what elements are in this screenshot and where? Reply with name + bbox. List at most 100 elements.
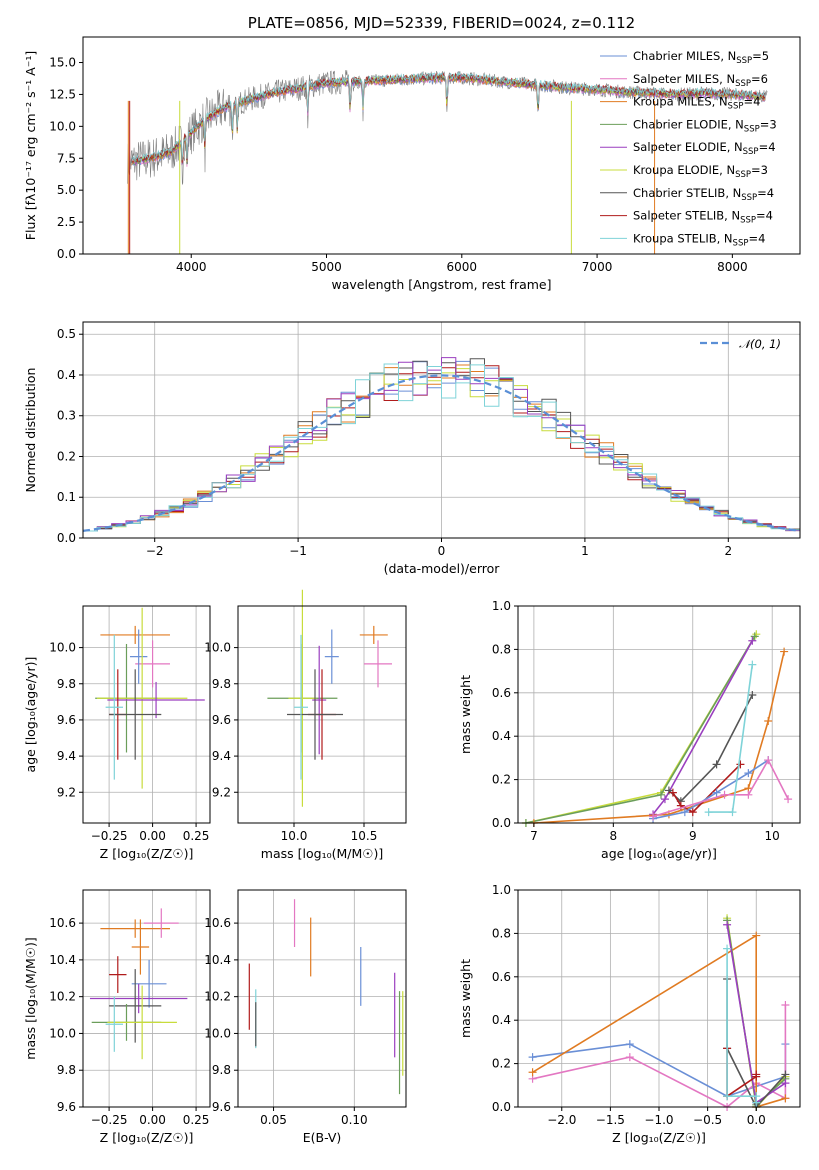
x-tick-label: 0.00 bbox=[139, 1113, 166, 1127]
x-tick-label: −0.25 bbox=[91, 829, 128, 843]
data-point bbox=[143, 908, 179, 938]
series-marker bbox=[781, 1001, 790, 1010]
legend-entry: Kroupa STELIB, NSSP=4 bbox=[633, 231, 765, 248]
y-tick-label: 0.8 bbox=[492, 926, 511, 940]
data-point bbox=[109, 956, 127, 993]
spectra-group bbox=[127, 70, 768, 254]
legend-entry-subscript: SSP bbox=[733, 238, 749, 248]
panel-7: 0.05 0.10 9.6 9.8 10.0 10.2 10.4 10.6 E(B-V) bbox=[204, 889, 407, 1145]
panel-1: 4000 5000 6000 7000 8000 0.0 2.5 5.0 7.5 10.0 12.5… bbox=[23, 14, 801, 292]
x-axis-label: (data-model)/error bbox=[384, 561, 501, 576]
series-marker bbox=[704, 808, 713, 817]
series-marker bbox=[736, 760, 745, 769]
series-marker bbox=[781, 1070, 790, 1079]
series-marker bbox=[780, 647, 789, 656]
series-marker bbox=[752, 1098, 761, 1107]
x-tick-label: 1 bbox=[581, 544, 589, 558]
series bbox=[529, 647, 789, 827]
legend-entry: Chabrier STELIB, NSSP=4 bbox=[633, 186, 774, 203]
y-tick-label: 9.6 bbox=[57, 713, 76, 727]
y-tick-label: 9.8 bbox=[212, 677, 231, 691]
legend-entry-subscript: SSP bbox=[735, 170, 751, 180]
x-tick-label: −1.5 bbox=[596, 1113, 625, 1127]
data-point bbox=[288, 589, 317, 807]
legend-entry: 𝒩(0, 1) bbox=[739, 337, 781, 351]
y-tick-label: 1.0 bbox=[492, 599, 511, 613]
y-tick-label: 9.6 bbox=[57, 1100, 76, 1114]
series-marker bbox=[656, 790, 665, 799]
series-marker bbox=[720, 790, 729, 799]
axes-frame bbox=[517, 605, 801, 824]
data-point bbox=[107, 681, 205, 719]
y-tick-label: 0.0 bbox=[492, 1100, 511, 1114]
x-tick-label: 4000 bbox=[176, 260, 207, 274]
y-tick-label: 0.6 bbox=[492, 970, 511, 984]
y-tick-label: 2.5 bbox=[57, 215, 76, 229]
data-point bbox=[312, 645, 327, 755]
series-line bbox=[652, 640, 754, 815]
y-tick-label: 10.2 bbox=[204, 990, 231, 1004]
data-point bbox=[129, 629, 148, 684]
panel-4: 10.0 10.5 9.2 9.4 9.6 9.8 10.0 mass [log₁₀(M/M☉… bbox=[204, 589, 407, 861]
y-tick-label: 10.2 bbox=[49, 990, 76, 1004]
histogram-group bbox=[83, 357, 800, 538]
legend-entry-name: Chabrier MILES, N bbox=[633, 49, 736, 63]
x-tick-label: −0.25 bbox=[91, 1113, 128, 1127]
y-tick-label: 0.1 bbox=[57, 490, 76, 504]
data-point bbox=[107, 985, 177, 1060]
series-marker bbox=[668, 788, 677, 797]
y-tick-label: 9.8 bbox=[57, 1063, 76, 1077]
y-tick-label: 0.4 bbox=[492, 1013, 511, 1027]
data-point bbox=[100, 625, 170, 644]
legend-entry: Salpeter STELIB, NSSP=4 bbox=[633, 209, 773, 226]
series-marker bbox=[723, 1092, 732, 1101]
data-point bbox=[100, 919, 170, 938]
y-tick-label: 0.5 bbox=[57, 327, 76, 341]
data-point bbox=[105, 634, 124, 780]
x-tick-label: 5000 bbox=[311, 260, 342, 274]
legend-entry-suffix: =4 bbox=[743, 95, 760, 109]
legend-entry-subscript: SSP bbox=[735, 79, 751, 89]
y-axis-label: Normed distribution bbox=[23, 368, 38, 493]
legend-entry-subscript: SSP bbox=[728, 102, 744, 112]
x-tick-label: 9 bbox=[689, 829, 697, 843]
series-marker bbox=[660, 795, 669, 804]
x-axis-label: Z [log₁₀(Z/Z☉)] bbox=[100, 846, 194, 861]
x-axis-label: age [log₁₀(age/yr)] bbox=[601, 846, 717, 861]
y-tick-label: 9.2 bbox=[57, 785, 76, 799]
panel-2: −2 −1 0 1 2 0.0 0.1 0.2 0.3 0.4 0.5 (data-model)/er… bbox=[23, 321, 801, 576]
y-tick-label: 10.6 bbox=[204, 916, 231, 930]
panel-6: −0.25 0.00 0.25 9.6 9.8 10.0 10.2 10.4 10.6 Z [lo… bbox=[23, 889, 211, 1145]
x-axis-label: mass [log₁₀(M/M☉)] bbox=[261, 846, 383, 861]
y-tick-label: 9.2 bbox=[212, 785, 231, 799]
x-tick-label: −1 bbox=[289, 544, 307, 558]
series-marker bbox=[744, 790, 753, 799]
chart-title: PLATE=0856, MJD=52339, FIBERID=0024, z=0… bbox=[248, 14, 635, 32]
x-tick-label: −2.0 bbox=[547, 1113, 576, 1127]
y-tick-label: 1.0 bbox=[492, 883, 511, 897]
legend-entry: Chabrier MILES, NSSP=5 bbox=[633, 49, 769, 66]
legend-entry-name: Kroupa MILES, N bbox=[633, 95, 728, 109]
series-line bbox=[532, 934, 786, 1109]
x-tick-label: 0.00 bbox=[139, 829, 166, 843]
y-tick-label: 7.5 bbox=[57, 151, 76, 165]
y-axis-label: mass weight bbox=[458, 959, 473, 1038]
x-tick-label: −2 bbox=[146, 544, 164, 558]
panel-3: −0.25 0.00 0.25 9.2 9.4 9.6 9.8 10.0 Z [log₁₀(Z/… bbox=[23, 605, 211, 861]
legend-entry-subscript: SSP bbox=[741, 193, 757, 203]
data-point bbox=[89, 983, 188, 1014]
series-marker bbox=[752, 931, 761, 940]
legend-entry: Kroupa MILES, NSSP=4 bbox=[633, 95, 760, 112]
series bbox=[668, 760, 745, 817]
legend-entry-subscript: SSP bbox=[744, 124, 760, 134]
x-axis-label: E(B-V) bbox=[303, 1130, 342, 1145]
series-line bbox=[525, 635, 756, 824]
data-point bbox=[135, 640, 170, 688]
x-tick-label: 0.25 bbox=[183, 1113, 210, 1127]
y-tick-label: 0.2 bbox=[492, 1057, 511, 1071]
panel-5: 7 8 9 10 0.0 0.2 0.4 0.6 0.8 1.0 age [log₁₀(age/yr… bbox=[458, 599, 801, 861]
legend-entry-subscript: SSP bbox=[736, 56, 752, 66]
legend-entry-suffix: =3 bbox=[760, 117, 777, 131]
